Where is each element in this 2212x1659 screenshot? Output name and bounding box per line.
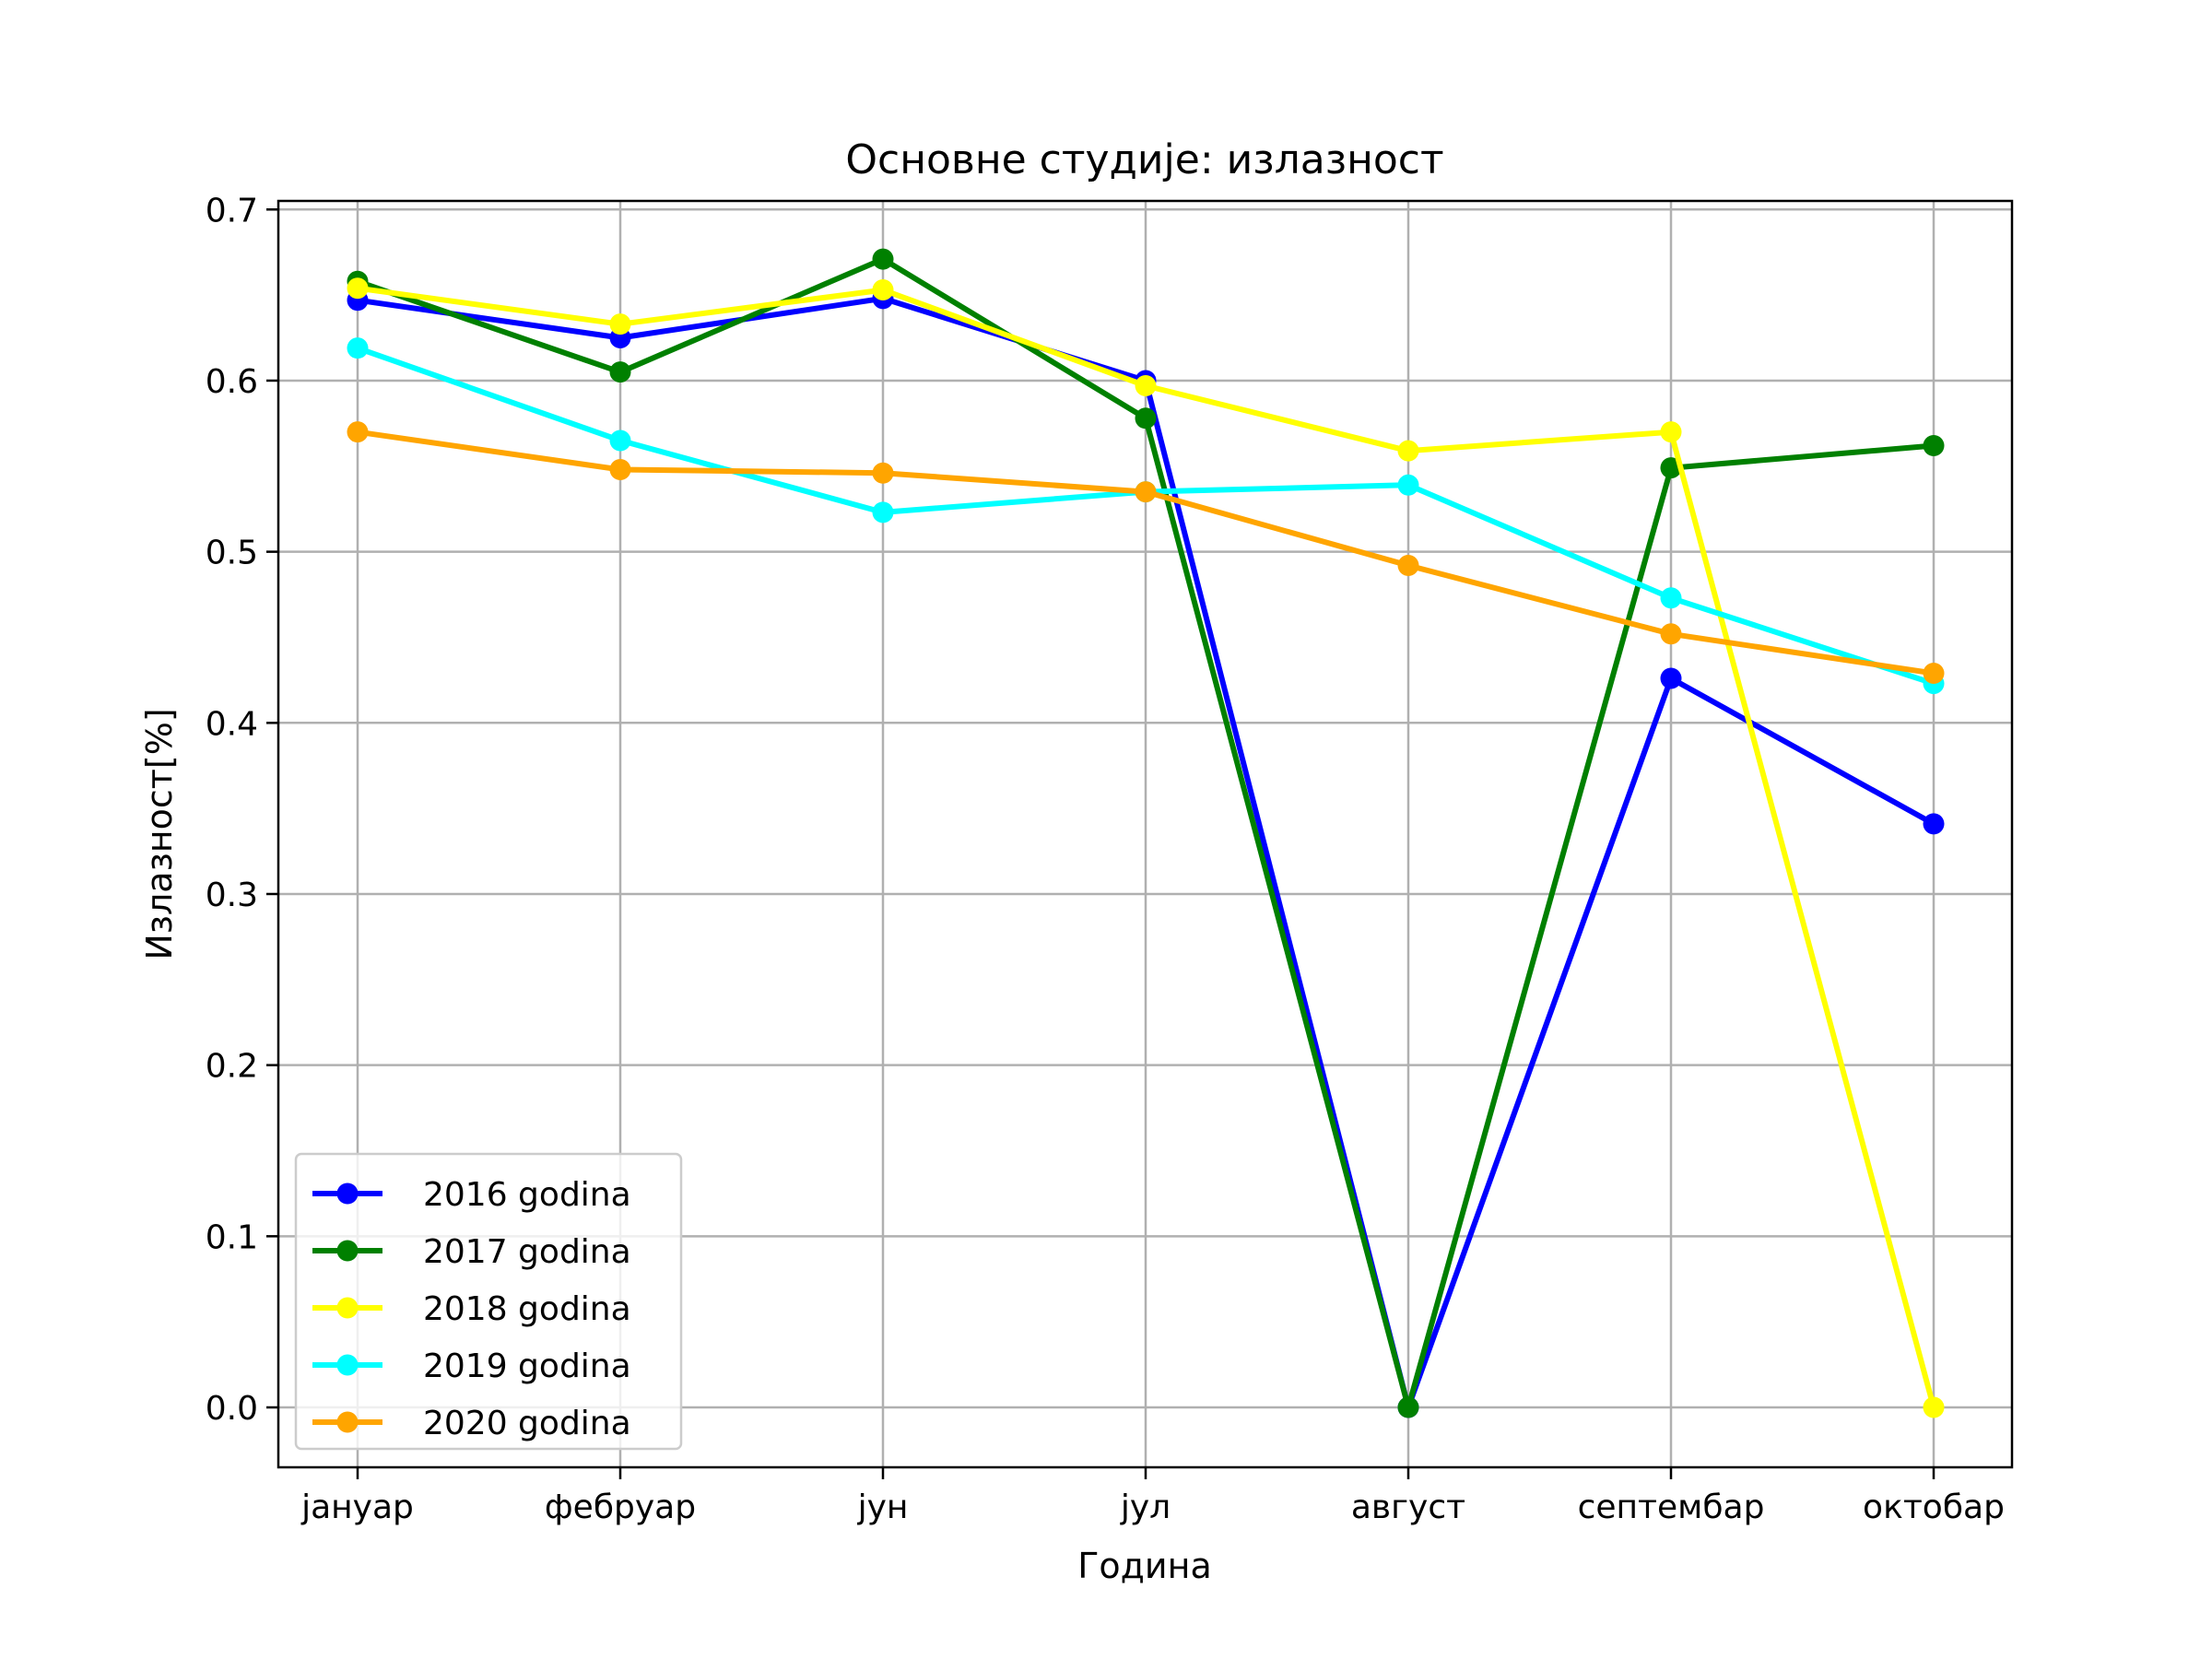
data-point — [347, 421, 369, 443]
data-point — [1397, 474, 1419, 496]
axis-ticks: јануар фебруар јун јул август септембар октоба… — [206, 192, 2005, 1526]
data-point — [872, 462, 894, 484]
data-point — [1397, 1396, 1419, 1418]
data-point — [1660, 667, 1682, 689]
legend: 2016 godina 2017 godina 2018 godina 2019 go… — [294, 1152, 683, 1451]
series-group — [347, 248, 1945, 1418]
data-point — [347, 277, 369, 300]
data-point — [1660, 457, 1682, 479]
legend-marker — [336, 1354, 359, 1376]
y-tick-label: 0.6 — [206, 363, 258, 401]
legend-label: 2016 godina — [423, 1176, 631, 1214]
legend-label: 2019 godina — [423, 1347, 631, 1385]
legend-box — [294, 1152, 683, 1451]
data-point — [1660, 587, 1682, 609]
data-point — [609, 459, 631, 481]
data-point — [872, 279, 894, 301]
data-point — [609, 429, 631, 452]
y-tick-label: 0.5 — [206, 535, 258, 572]
data-point — [1923, 813, 1945, 835]
x-tick-label: јануар — [300, 1488, 414, 1526]
data-point — [1923, 435, 1945, 457]
y-tick-label: 0.2 — [206, 1048, 258, 1086]
data-point — [1135, 407, 1157, 429]
legend-label: 2018 godina — [423, 1290, 631, 1328]
data-point — [872, 501, 894, 524]
y-tick-label: 0.4 — [206, 705, 258, 743]
y-tick-label: 0.0 — [206, 1390, 258, 1428]
x-tick-label: јул — [1120, 1488, 1171, 1526]
legend-marker — [336, 1297, 359, 1319]
legend-marker — [336, 1411, 359, 1433]
data-point — [1660, 623, 1682, 645]
y-tick-label: 0.3 — [206, 877, 258, 914]
x-tick-label: јун — [857, 1488, 909, 1526]
data-point — [1397, 440, 1419, 462]
y-axis-label: Излазност[%] — [139, 708, 180, 959]
legend-label: 2020 godina — [423, 1405, 631, 1442]
x-tick-label: октобар — [1863, 1488, 2005, 1526]
x-axis-label: Година — [1077, 1546, 1212, 1586]
data-point — [609, 313, 631, 335]
x-tick-label: септембар — [1578, 1488, 1765, 1526]
data-point — [1135, 481, 1157, 503]
data-point — [872, 248, 894, 270]
legend-marker — [336, 1240, 359, 1262]
y-tick-label: 0.7 — [206, 192, 258, 229]
data-point — [1923, 1396, 1945, 1418]
x-tick-label: август — [1351, 1488, 1465, 1526]
data-point — [609, 361, 631, 383]
series-group — [347, 421, 1945, 684]
chart-title: Основне студије: излазност — [845, 136, 1443, 183]
y-tick-label: 0.1 — [206, 1218, 258, 1256]
series-layer — [347, 248, 1945, 1418]
data-point — [1660, 421, 1682, 443]
data-point — [1135, 375, 1157, 397]
legend-marker — [336, 1182, 359, 1205]
legend-label: 2017 godina — [423, 1233, 631, 1271]
x-tick-label: фебруар — [545, 1488, 696, 1526]
data-point — [347, 337, 369, 359]
data-point — [1923, 662, 1945, 684]
series-group — [347, 277, 1945, 1418]
data-point — [1397, 554, 1419, 576]
